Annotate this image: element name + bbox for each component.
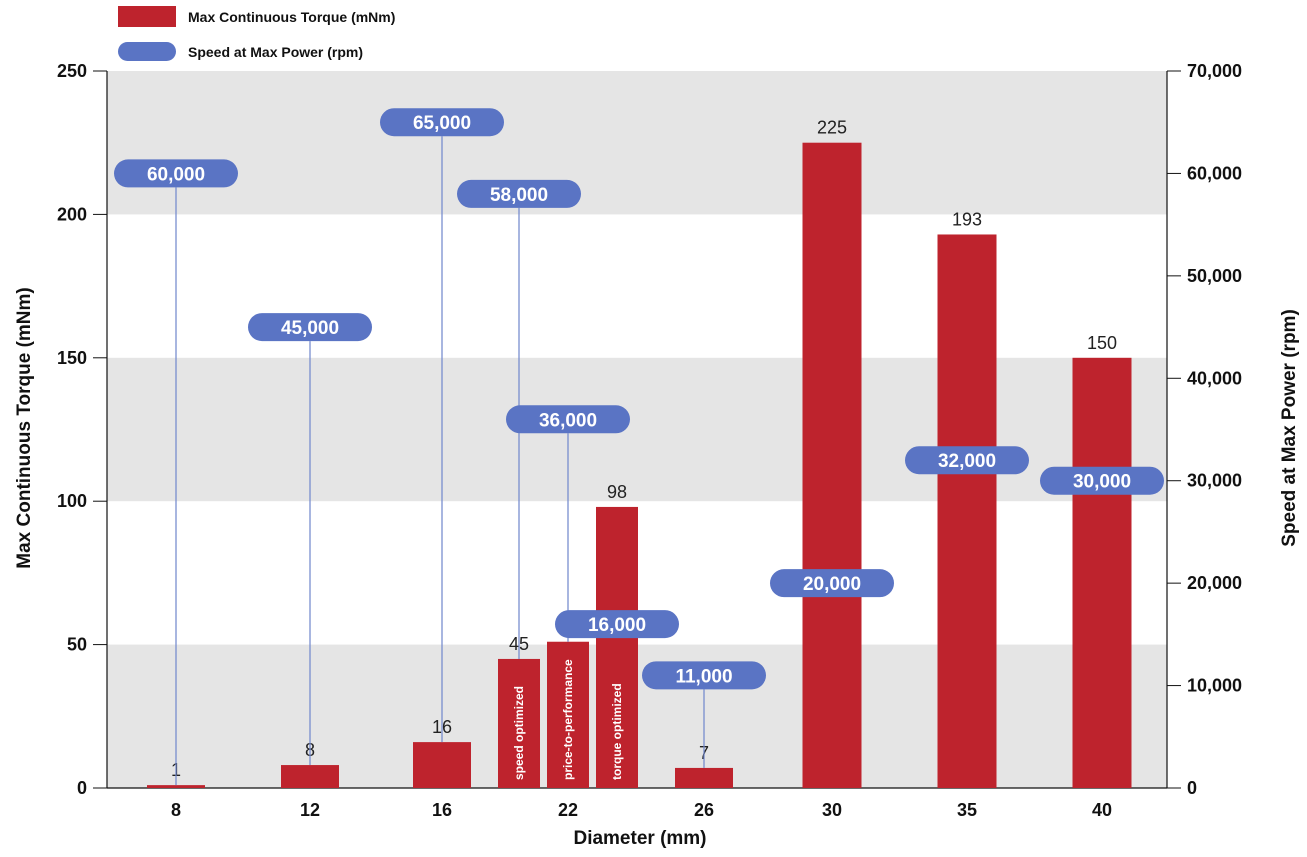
x-tick-label: 30 bbox=[822, 800, 842, 820]
y2-tick-label: 20,000 bbox=[1187, 573, 1242, 593]
speed-pill bbox=[248, 313, 372, 342]
speed-pill-label: 58,000 bbox=[490, 185, 548, 206]
y-tick-label: 0 bbox=[77, 778, 87, 798]
bar-note-label: price-to-performance bbox=[561, 659, 575, 780]
torque-bar bbox=[802, 142, 862, 788]
torque-bar bbox=[413, 742, 471, 788]
speed-pill-label: 32,000 bbox=[938, 451, 996, 472]
torque-value-label: 150 bbox=[1087, 333, 1117, 353]
torque-bar bbox=[675, 767, 733, 788]
x-tick-label: 40 bbox=[1092, 800, 1112, 820]
y2-tick-label: 0 bbox=[1187, 778, 1197, 798]
grid-band bbox=[107, 71, 1167, 215]
legend-label-speed: Speed at Max Power (rpm) bbox=[188, 44, 363, 60]
torque-bar bbox=[547, 641, 589, 788]
y2-tick-label: 60,000 bbox=[1187, 163, 1242, 183]
y2-tick-label: 30,000 bbox=[1187, 471, 1242, 491]
torque-bar bbox=[937, 234, 997, 788]
y-tick-label: 150 bbox=[57, 348, 87, 368]
speed-pill bbox=[506, 405, 630, 434]
legend-swatch-torque bbox=[118, 6, 176, 27]
y2-tick-label: 70,000 bbox=[1187, 61, 1242, 81]
speed-pill-label: 11,000 bbox=[675, 666, 732, 687]
x-tick-label: 35 bbox=[957, 800, 977, 820]
x-tick-label: 26 bbox=[694, 800, 714, 820]
torque-value-label: 225 bbox=[817, 118, 847, 138]
torque-bar bbox=[1072, 357, 1132, 788]
x-tick-label: 12 bbox=[300, 800, 320, 820]
bar-note-label: speed optimized bbox=[512, 686, 526, 780]
x-axis-title: Diameter (mm) bbox=[573, 828, 706, 849]
y-tick-label: 100 bbox=[57, 491, 87, 511]
legend-swatch-speed bbox=[118, 42, 176, 61]
grid-band bbox=[107, 357, 1167, 502]
speed-pill bbox=[905, 446, 1029, 475]
speed-pill bbox=[1040, 466, 1164, 495]
bar-note-label: torque optimized bbox=[610, 683, 624, 780]
speed-pill-label: 45,000 bbox=[281, 318, 339, 339]
torque-value-label: 193 bbox=[952, 209, 982, 229]
x-tick-label: 16 bbox=[432, 800, 452, 820]
speed-leader-lines bbox=[175, 136, 705, 786]
torque-bar bbox=[596, 506, 638, 788]
legend-label-torque: Max Continuous Torque (mNm) bbox=[188, 9, 395, 25]
speed-pill-label: 60,000 bbox=[147, 164, 205, 185]
speed-pill bbox=[380, 108, 504, 137]
speed-pill-label: 20,000 bbox=[803, 574, 861, 595]
y-tick-label: 50 bbox=[67, 635, 87, 655]
y2-tick-label: 50,000 bbox=[1187, 266, 1242, 286]
speed-pills: 60,000 45,000 65,000 58,000 36,000 16,000 11,0… bbox=[114, 108, 1164, 690]
speed-pill bbox=[114, 159, 238, 188]
speed-pill-label: 16,000 bbox=[588, 615, 646, 636]
speed-pill-label: 30,000 bbox=[1073, 472, 1131, 493]
speed-pill-label: 65,000 bbox=[413, 113, 471, 134]
torque-bar bbox=[281, 765, 339, 788]
y2-axis-title: Speed at Max Power (rpm) bbox=[1279, 309, 1300, 547]
speed-pill-label: 36,000 bbox=[539, 410, 597, 431]
torque-bar bbox=[147, 785, 205, 788]
speed-pill bbox=[770, 569, 894, 598]
y-tick-label: 200 bbox=[57, 204, 87, 224]
y2-tick-label: 40,000 bbox=[1187, 368, 1242, 388]
speed-pill bbox=[457, 179, 581, 208]
y2-tick-label: 10,000 bbox=[1187, 676, 1242, 696]
torque-bar bbox=[498, 658, 540, 788]
x-tick-label: 22 bbox=[558, 800, 578, 820]
legend: Max Continuous Torque (mNm) Speed at Max… bbox=[118, 6, 395, 61]
torque-value-label: 98 bbox=[607, 482, 627, 502]
speed-pill bbox=[555, 610, 679, 639]
speed-pill bbox=[642, 661, 766, 690]
x-tick-label: 8 bbox=[171, 800, 181, 820]
y-axis-title: Max Continuous Torque (mNm) bbox=[14, 287, 35, 568]
y-tick-label: 250 bbox=[57, 61, 87, 81]
